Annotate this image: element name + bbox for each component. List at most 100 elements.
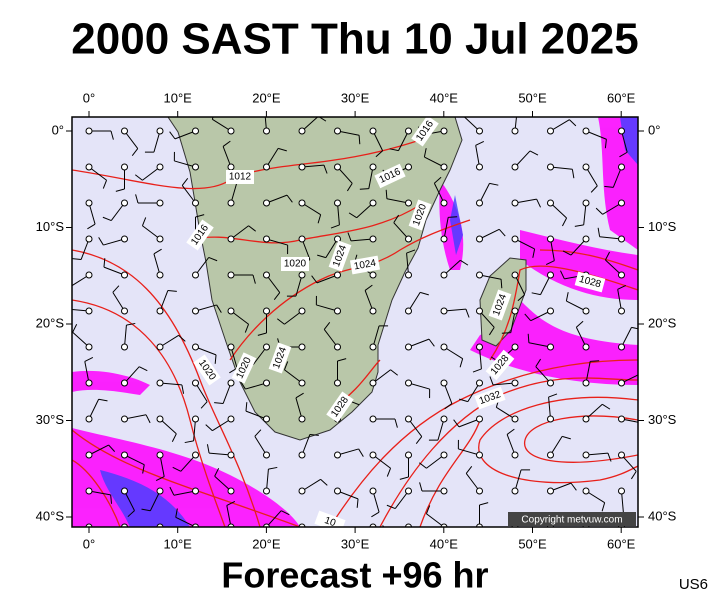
station — [511, 199, 519, 207]
barb-staff — [226, 505, 232, 527]
station — [192, 271, 199, 279]
station — [405, 379, 412, 387]
barb-staff — [426, 513, 445, 527]
barb-staff — [602, 202, 622, 215]
isobar — [524, 415, 638, 463]
isobar-label-box — [328, 240, 352, 272]
barb-staff — [479, 183, 490, 204]
barb-staff — [570, 238, 587, 256]
barb-flag — [145, 414, 151, 424]
isobar-label: 1032 — [474, 386, 506, 410]
station — [192, 415, 199, 423]
station — [298, 235, 306, 243]
isobar — [72, 299, 226, 527]
barb-staff — [585, 490, 605, 504]
barb-staff — [301, 164, 324, 168]
barb-staff — [159, 382, 182, 386]
barb-flag — [265, 106, 273, 109]
lon-label: 60°E — [607, 536, 636, 551]
station — [334, 235, 341, 243]
barb-flag — [562, 435, 571, 440]
barb-flag — [347, 232, 352, 242]
isobar-label-text: 1012 — [229, 172, 252, 183]
barb-staff — [566, 300, 587, 312]
barb-flag — [127, 510, 135, 518]
station — [298, 199, 306, 207]
barb-flag — [371, 511, 380, 518]
station — [618, 415, 625, 423]
station — [476, 379, 483, 387]
station — [369, 307, 377, 315]
station — [511, 379, 519, 387]
barb-flag — [500, 279, 503, 289]
barb-flag — [169, 486, 175, 496]
station — [227, 199, 235, 207]
barb-flag — [311, 275, 318, 284]
station — [369, 163, 377, 171]
barb-staff — [88, 166, 107, 181]
barb-flag — [472, 368, 482, 373]
isobar — [72, 249, 261, 527]
barb-staff — [325, 238, 338, 258]
barb-flag — [98, 398, 108, 402]
isobar-label-text: 1024 — [353, 258, 377, 273]
barb-staff — [142, 166, 161, 181]
barb-staff — [496, 406, 516, 420]
barb-staff — [437, 418, 445, 441]
barb-staff — [284, 369, 303, 384]
station — [440, 127, 448, 135]
station — [547, 199, 554, 207]
barb-staff — [351, 238, 374, 242]
isobar-label-box — [408, 199, 432, 231]
barb-staff — [174, 160, 196, 168]
barb-staff — [181, 185, 196, 204]
barb-staff — [585, 452, 608, 456]
barb-flag — [418, 462, 427, 469]
barb-staff — [575, 327, 587, 348]
station — [547, 379, 554, 387]
barb-staff — [175, 516, 196, 527]
barb-flag — [99, 543, 104, 551]
barb-flag — [601, 502, 606, 512]
barb-staff — [159, 418, 177, 435]
station — [405, 487, 412, 495]
station — [227, 307, 235, 315]
barb-staff — [193, 418, 196, 441]
barb-staff — [406, 253, 409, 276]
station — [547, 163, 554, 171]
barb-staff — [158, 526, 160, 527]
barb-flag — [131, 148, 139, 157]
barb-flag — [350, 400, 360, 406]
precip-area — [72, 370, 150, 395]
station — [156, 127, 164, 135]
barb-staff — [548, 397, 551, 420]
station — [582, 127, 590, 135]
barb-flag — [72, 258, 82, 261]
barb-staff — [621, 418, 638, 423]
barb-staff — [103, 266, 125, 276]
lat-label: 30°S — [648, 412, 677, 427]
lon-label: 50°E — [518, 90, 547, 105]
station — [85, 451, 93, 459]
station — [227, 379, 235, 387]
barb-flag — [517, 294, 525, 302]
barb-staff — [195, 346, 217, 356]
barb-staff — [159, 290, 169, 312]
barb-flag — [84, 356, 94, 362]
barb-flag — [141, 508, 151, 512]
station — [263, 415, 270, 423]
barb-flag — [562, 250, 572, 256]
isobar-label-box — [314, 510, 346, 527]
barb-flag — [465, 308, 470, 318]
barb-flag — [175, 508, 178, 518]
station — [547, 415, 554, 423]
barb-flag — [375, 150, 383, 158]
barb-staff — [372, 490, 380, 513]
barb-staff — [443, 217, 449, 240]
barb-staff — [458, 418, 480, 428]
station — [156, 487, 164, 495]
barb-staff — [124, 130, 139, 149]
barb-staff — [617, 289, 622, 312]
barb-staff — [514, 198, 537, 204]
